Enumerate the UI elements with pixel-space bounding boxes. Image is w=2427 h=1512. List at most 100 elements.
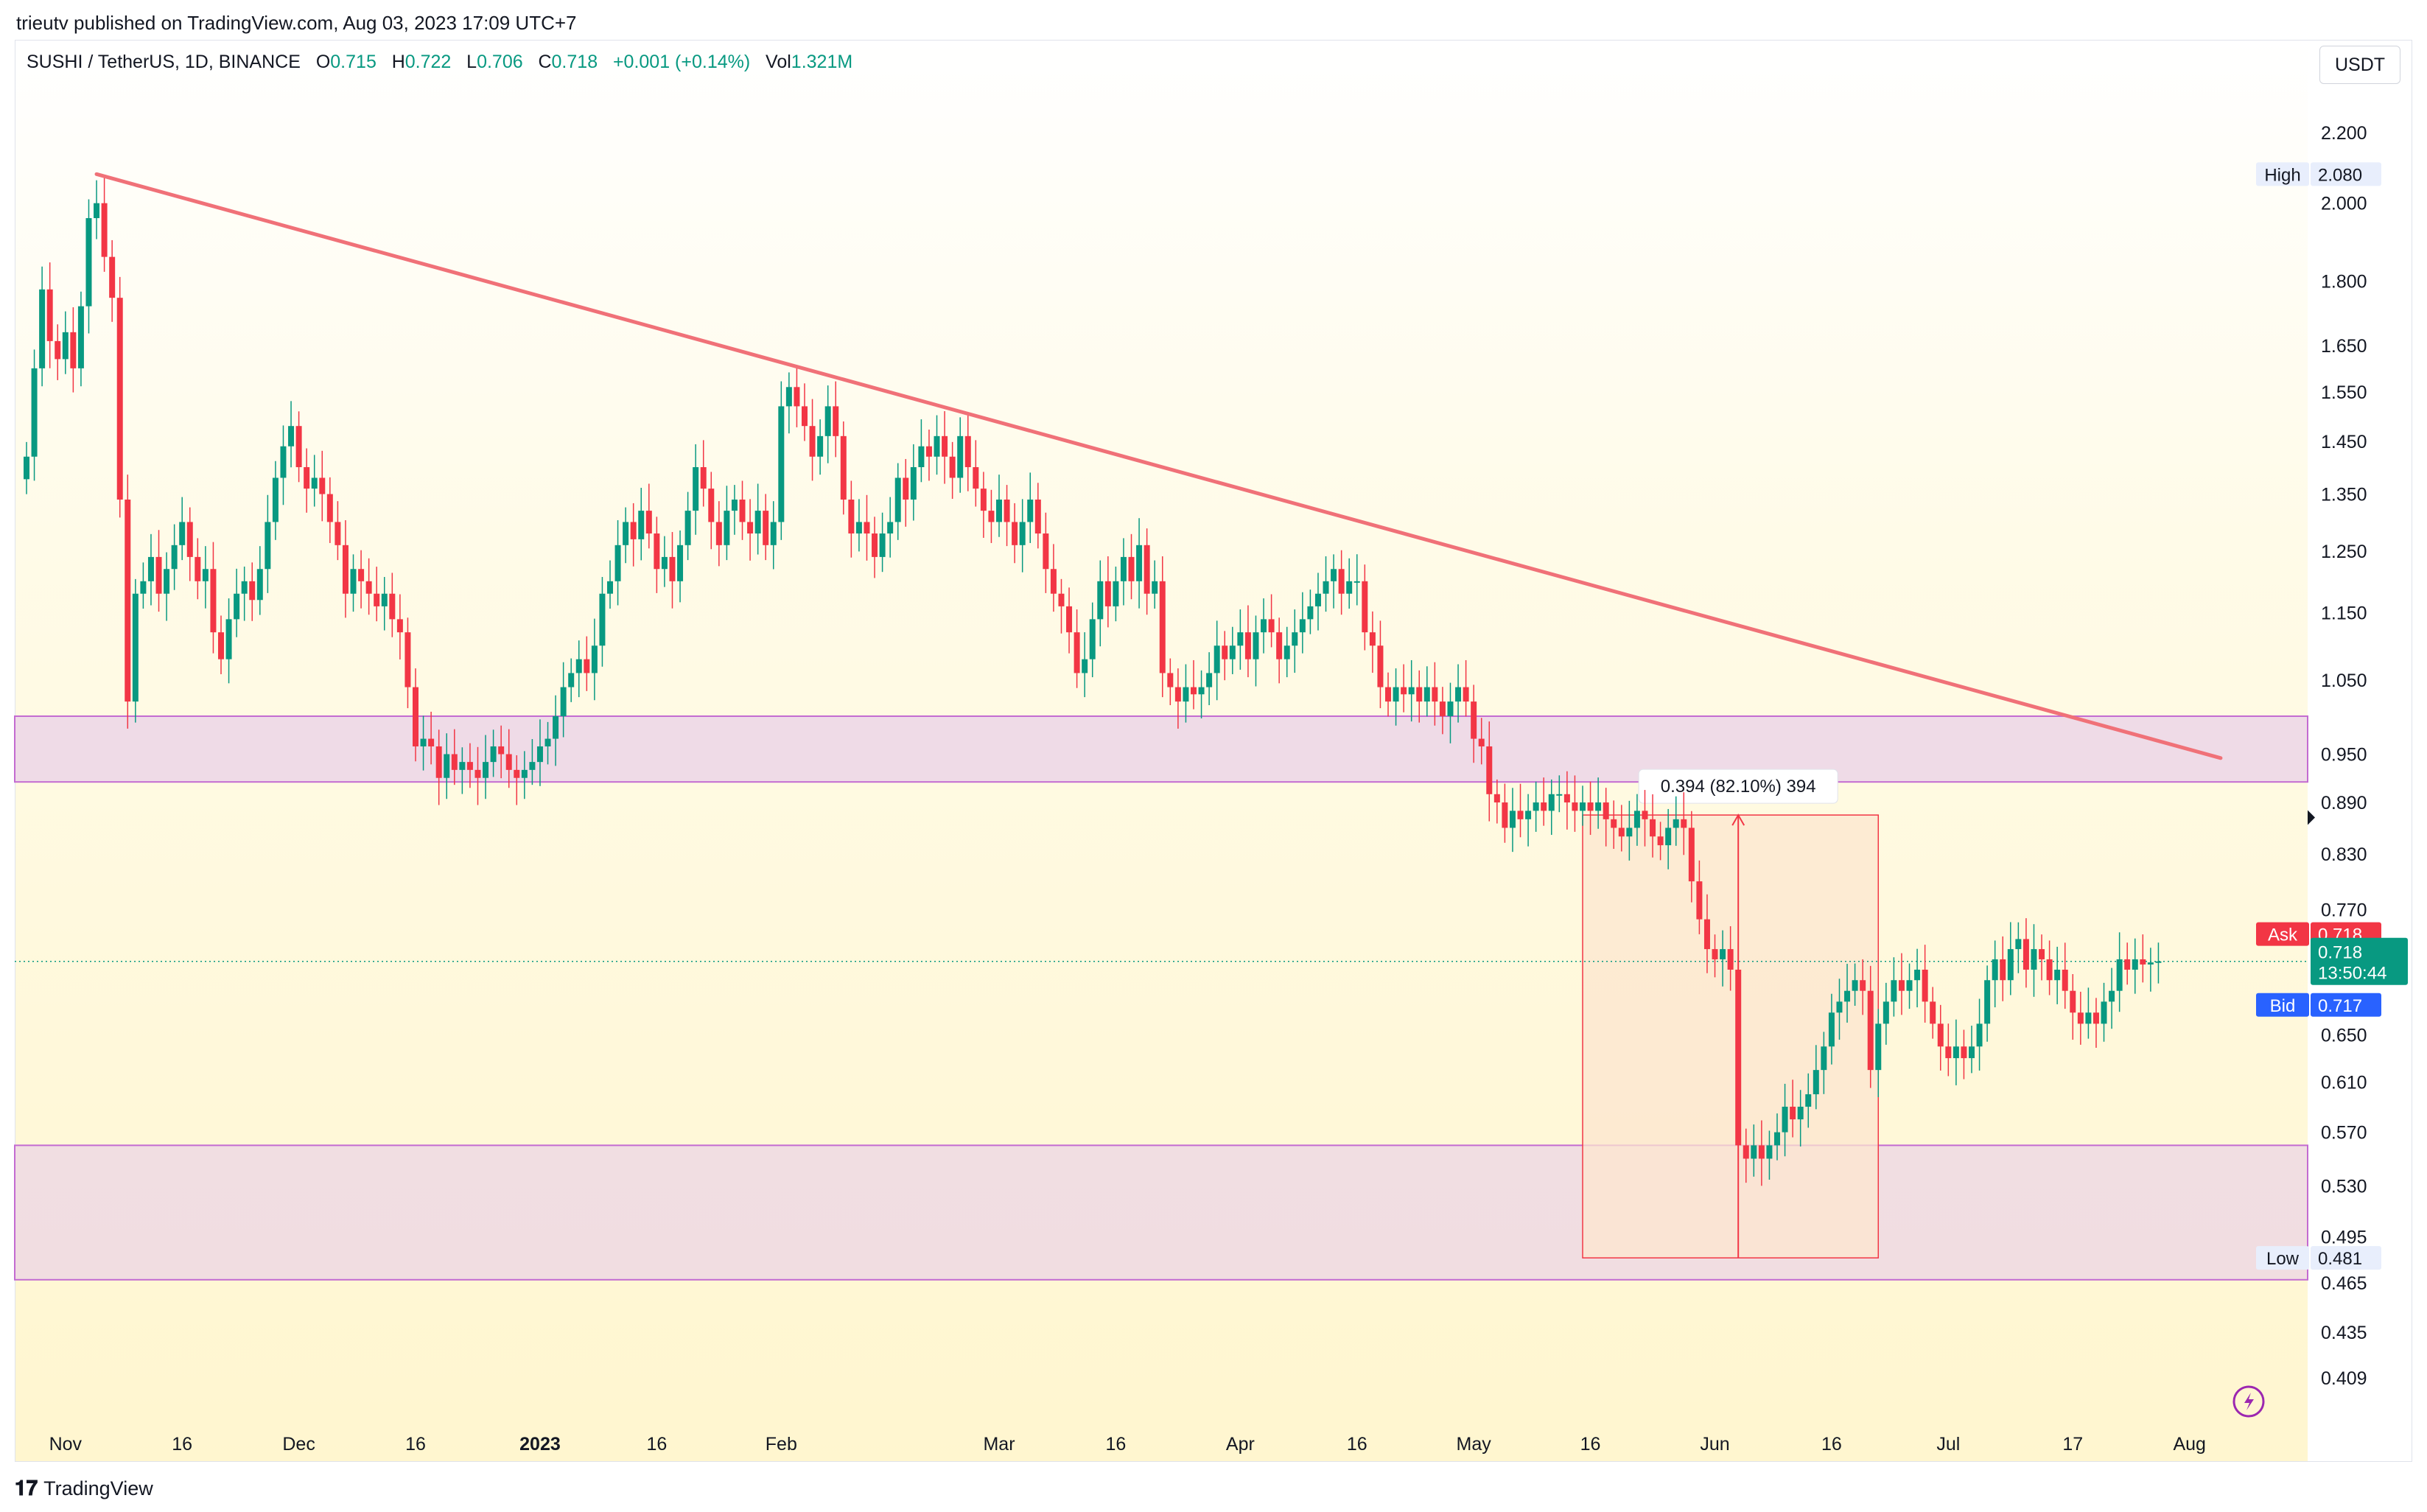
candle-body bbox=[1572, 802, 1578, 811]
candle-body bbox=[1486, 746, 1493, 794]
x-tick-label: Jun bbox=[1700, 1434, 1729, 1455]
candle-body bbox=[1362, 581, 1368, 633]
candle-body bbox=[1307, 606, 1314, 620]
candle-body bbox=[715, 522, 722, 545]
volume-label: Vol bbox=[766, 52, 791, 72]
high-label: H bbox=[391, 52, 405, 72]
candle-body bbox=[280, 446, 287, 478]
candle-body bbox=[1525, 811, 1532, 819]
y-tick-label: 0.570 bbox=[2321, 1123, 2367, 1144]
candle-body bbox=[1821, 1046, 1827, 1071]
candle-body bbox=[202, 569, 209, 581]
candle-body bbox=[1222, 645, 1228, 659]
y-tick-label: 0.495 bbox=[2321, 1227, 2367, 1247]
candle-body bbox=[1276, 632, 1283, 659]
candle-body bbox=[70, 332, 77, 368]
candle-body bbox=[155, 556, 162, 594]
candle-body bbox=[335, 522, 341, 545]
x-tick-label: May bbox=[1457, 1434, 1492, 1455]
high-value: 0.722 bbox=[404, 52, 452, 72]
candle-body bbox=[1945, 1046, 1952, 1059]
candle-body bbox=[903, 477, 909, 500]
candle-body bbox=[872, 533, 878, 557]
candle-body bbox=[2124, 959, 2131, 970]
currency-button[interactable]: USDT bbox=[2319, 46, 2400, 84]
candle-body bbox=[824, 406, 831, 436]
bid-label: Bid bbox=[2270, 996, 2296, 1016]
candle-body bbox=[1004, 499, 1010, 522]
symbol-title[interactable]: SUSHI / TetherUS, 1D, BINANCE bbox=[27, 52, 301, 72]
candle-body bbox=[661, 556, 668, 570]
candle-body bbox=[1898, 980, 1905, 991]
candle-body bbox=[1790, 1106, 1796, 1120]
high-value-box bbox=[2311, 162, 2381, 186]
candle-body bbox=[1314, 593, 1321, 606]
candle-body bbox=[2116, 959, 2123, 991]
x-tick-label: 16 bbox=[1105, 1434, 1126, 1455]
x-tick-label: 16 bbox=[405, 1434, 426, 1455]
low-value: 0.706 bbox=[477, 52, 523, 72]
high-value: 2.080 bbox=[2318, 165, 2362, 185]
low-value-box bbox=[2311, 1246, 2381, 1270]
candle-body bbox=[1875, 1023, 1882, 1071]
candle-body bbox=[1346, 581, 1353, 594]
candle-body bbox=[1618, 827, 1625, 837]
bid-value: 0.717 bbox=[2318, 996, 2362, 1016]
footer-brand[interactable]: 𝟏𝟕 TradingView bbox=[15, 1477, 153, 1501]
candle-body bbox=[1012, 522, 1018, 545]
candle-body bbox=[132, 593, 139, 702]
candle-body bbox=[1657, 836, 1664, 846]
candle-body bbox=[140, 581, 147, 594]
candle-body bbox=[1844, 990, 1851, 1002]
candle-body bbox=[1034, 499, 1041, 534]
candle-body bbox=[864, 522, 870, 534]
candle-body bbox=[304, 467, 310, 489]
volume-value: 1.321M bbox=[791, 52, 853, 72]
candle-body bbox=[1969, 1046, 1975, 1059]
low-label-box bbox=[2256, 1246, 2309, 1270]
candle-body bbox=[46, 289, 53, 341]
candle-body bbox=[1626, 827, 1633, 837]
y-tick-label: 0.770 bbox=[2321, 900, 2367, 921]
price-range-label-box bbox=[1638, 769, 1838, 804]
candle-body bbox=[1455, 687, 1462, 702]
candle-body bbox=[879, 533, 886, 557]
x-tick-label: 16 bbox=[1347, 1434, 1367, 1455]
candle-body bbox=[272, 477, 279, 522]
candle-body bbox=[1120, 556, 1127, 581]
candle-body bbox=[2039, 949, 2045, 959]
candle-body bbox=[1782, 1106, 1788, 1133]
candle-body bbox=[1237, 632, 1244, 646]
support-zone bbox=[14, 1144, 2308, 1281]
candle-body bbox=[116, 298, 123, 500]
candle-body bbox=[1471, 701, 1477, 739]
candle-body bbox=[1914, 969, 1921, 981]
y-tick-label: 0.435 bbox=[2321, 1323, 2367, 1343]
candle-body bbox=[1533, 802, 1539, 811]
candle-body bbox=[785, 387, 792, 407]
candle-body bbox=[1774, 1132, 1780, 1146]
candle-body bbox=[218, 632, 224, 659]
candle-body bbox=[295, 426, 302, 468]
low-label: L bbox=[466, 52, 477, 72]
candle-body bbox=[949, 456, 956, 478]
candle-body bbox=[1113, 581, 1119, 606]
candle-body bbox=[700, 467, 707, 489]
candle-body bbox=[498, 746, 505, 755]
candle-body bbox=[1633, 811, 1640, 828]
candle-body bbox=[1198, 687, 1205, 695]
candle-body bbox=[2062, 969, 2068, 991]
candle-body bbox=[62, 332, 69, 360]
candle-body bbox=[684, 511, 691, 545]
candle-body bbox=[770, 522, 777, 545]
y-tick-label: 1.150 bbox=[2321, 603, 2367, 624]
candle-body bbox=[326, 494, 333, 522]
candle-body bbox=[1019, 522, 1026, 545]
candle-body bbox=[942, 435, 948, 457]
candle-body bbox=[1229, 645, 1236, 659]
candle-body bbox=[1751, 1145, 1757, 1159]
candle-body bbox=[1852, 980, 1858, 991]
candle-body bbox=[24, 456, 29, 480]
y-tick-label: 0.610 bbox=[2321, 1072, 2367, 1093]
